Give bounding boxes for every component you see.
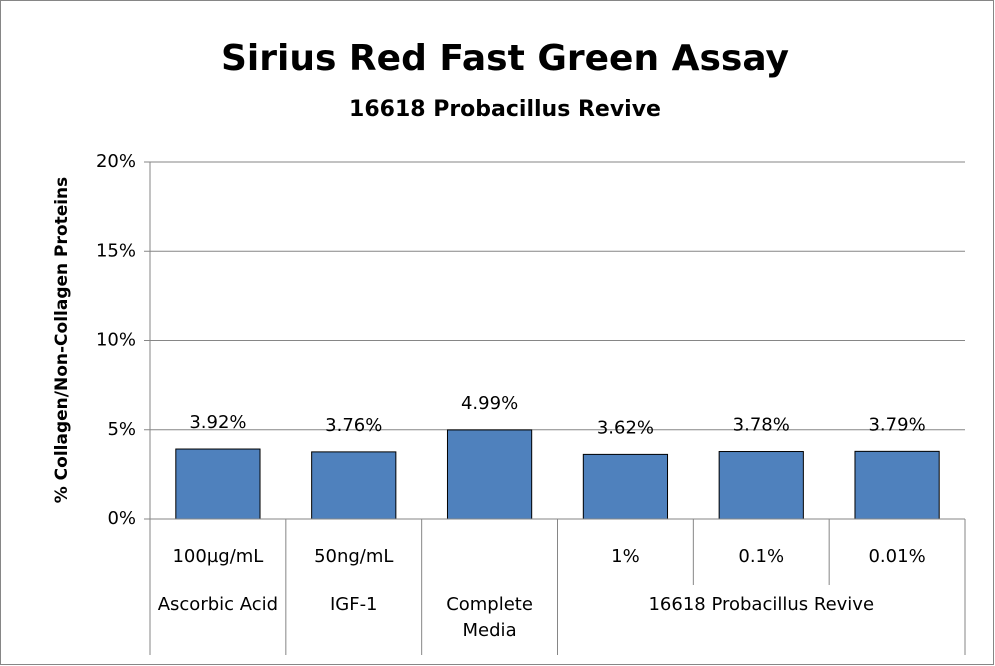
bar xyxy=(718,451,804,520)
y-tick-label: 20% xyxy=(96,151,136,172)
bar xyxy=(175,448,261,520)
group-label: Ascorbic Acid xyxy=(157,594,279,615)
data-label: 3.92% xyxy=(189,412,246,433)
group-label-box: 16618 Probacillus Revive xyxy=(648,594,875,615)
data-label: 4.99% xyxy=(461,393,518,414)
data-label: 3.76% xyxy=(325,415,382,436)
group-label: Complete Media xyxy=(446,594,533,641)
x-tick-label: 0.1% xyxy=(738,546,784,567)
y-tick-label: 0% xyxy=(107,508,136,529)
x-tick-label: 50ng/mL xyxy=(314,546,393,567)
data-label: 3.78% xyxy=(733,415,790,436)
bar xyxy=(446,429,533,520)
group-label-box: Ascorbic Acid xyxy=(157,594,279,615)
group-label-box: Complete Media xyxy=(446,594,533,641)
bar xyxy=(582,453,669,520)
group-label: IGF-1 xyxy=(329,594,378,615)
y-tick-label: 10% xyxy=(96,330,136,351)
x-tick-label: 100µg/mL xyxy=(172,546,263,567)
group-label: 16618 Probacillus Revive xyxy=(648,594,875,615)
y-tick-label: 5% xyxy=(107,419,136,440)
chart-subtitle: 16618 Probacillus Revive xyxy=(349,97,661,122)
bar xyxy=(854,450,940,520)
y-axis-label: % Collagen/Non-Collagen Proteins xyxy=(52,177,72,504)
group-label-box: IGF-1 xyxy=(329,594,378,615)
data-label: 3.62% xyxy=(597,417,654,438)
y-tick-label: 15% xyxy=(96,240,136,261)
x-tick-label: 1% xyxy=(611,546,640,567)
bar xyxy=(311,451,397,520)
chart-title: Sirius Red Fast Green Assay xyxy=(221,38,789,79)
x-tick-label: 0.01% xyxy=(868,546,925,567)
data-label: 3.79% xyxy=(868,414,925,435)
